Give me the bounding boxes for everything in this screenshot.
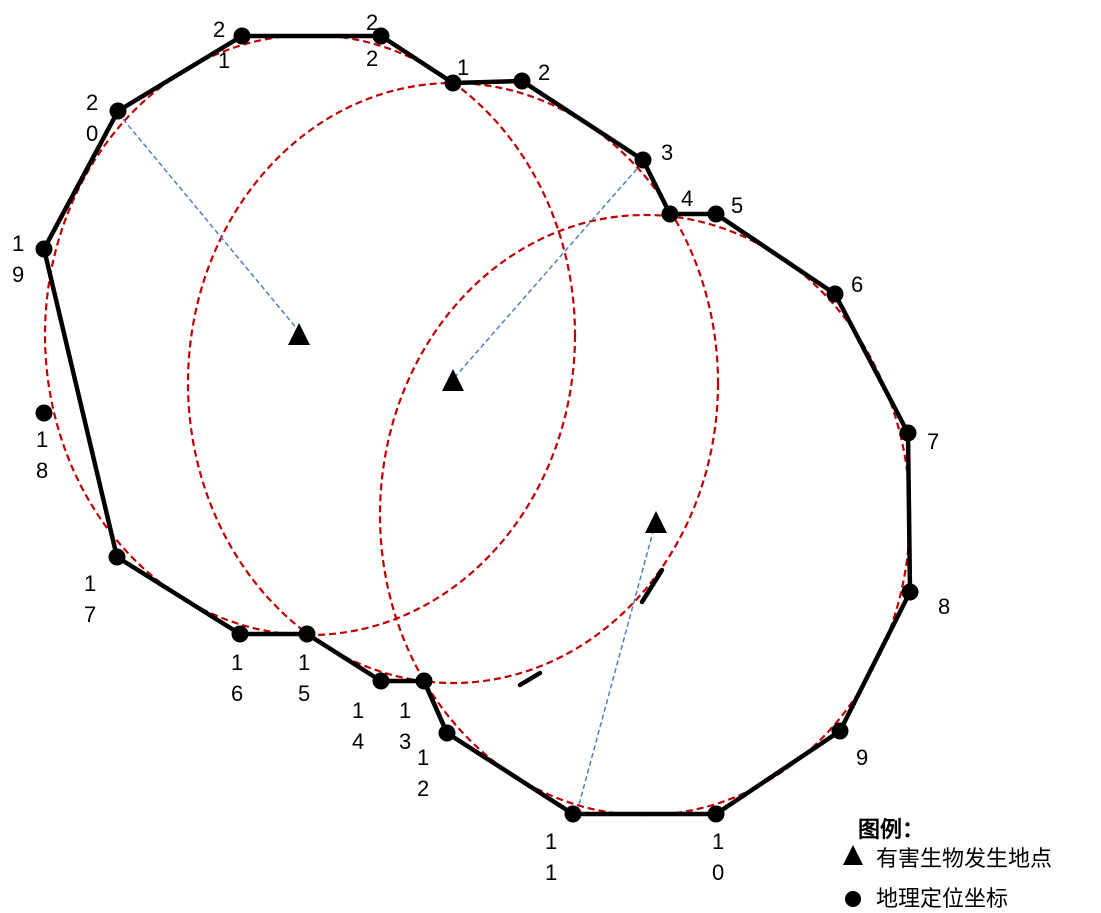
geolocation-point-12 <box>438 724 456 742</box>
geolocation-point-13 <box>415 672 433 690</box>
point-label: 5 <box>731 193 743 218</box>
connector-line <box>576 527 655 813</box>
legend-item-geolocation: 地理定位坐标 <box>876 887 1008 912</box>
point-label: 6 <box>851 272 863 297</box>
geolocation-point-10 <box>707 805 725 823</box>
geolocation-point-5 <box>707 205 725 223</box>
legend: 图例： 有害生物发生地点 地理定位坐标 <box>843 817 1052 912</box>
geolocation-point-21 <box>233 27 251 45</box>
point-label: 2 <box>538 60 550 85</box>
connectors-layer <box>117 112 655 813</box>
geolocation-point-20 <box>109 102 127 120</box>
geolocation-point-3 <box>634 151 652 169</box>
geolocation-point-18 <box>35 404 53 422</box>
point-label: 3 <box>661 140 673 165</box>
point-label: 9 <box>856 745 868 770</box>
point-label: 7 <box>927 429 939 454</box>
connector-line <box>117 112 299 331</box>
geolocation-point-9 <box>831 722 849 740</box>
inner-stroke-fragment <box>639 567 665 605</box>
geolocation-point-11 <box>564 805 582 823</box>
geolocation-point-4 <box>661 205 679 223</box>
connector-line <box>454 162 643 378</box>
point-label: 1 <box>457 55 469 80</box>
triangles-layer <box>288 323 667 533</box>
pest-site-triangle <box>288 323 310 345</box>
point-label: 8 <box>938 594 950 619</box>
inner-stroke-fragment <box>517 670 543 688</box>
polygon-outline-lower <box>421 678 450 736</box>
legend-item-pest-site: 有害生物发生地点 <box>876 847 1052 872</box>
points-layer <box>35 27 919 823</box>
circle-left <box>43 33 577 637</box>
circles-layer <box>43 33 912 817</box>
geolocation-point-22 <box>372 27 390 45</box>
point-label: 4 <box>681 186 693 211</box>
polygons-layer <box>41 33 913 817</box>
geolocation-point-8 <box>901 583 919 601</box>
polygon-outline <box>41 33 913 817</box>
legend-triangle-icon <box>843 845 863 865</box>
geolocation-point-19 <box>35 240 53 258</box>
legend-title: 图例： <box>858 817 924 843</box>
pest-site-triangle <box>645 511 667 533</box>
pest-site-triangle <box>442 369 464 391</box>
geolocation-point-6 <box>826 285 844 303</box>
legend-dot-icon <box>845 891 861 907</box>
geolocation-point-14 <box>372 672 390 690</box>
geolocation-point-1 <box>444 74 462 92</box>
geolocation-point-7 <box>899 424 917 442</box>
geolocation-point-17 <box>108 548 126 566</box>
circle-right <box>378 213 912 817</box>
geolocation-point-2 <box>513 72 531 90</box>
geolocation-point-16 <box>231 625 249 643</box>
geolocation-point-15 <box>298 625 316 643</box>
